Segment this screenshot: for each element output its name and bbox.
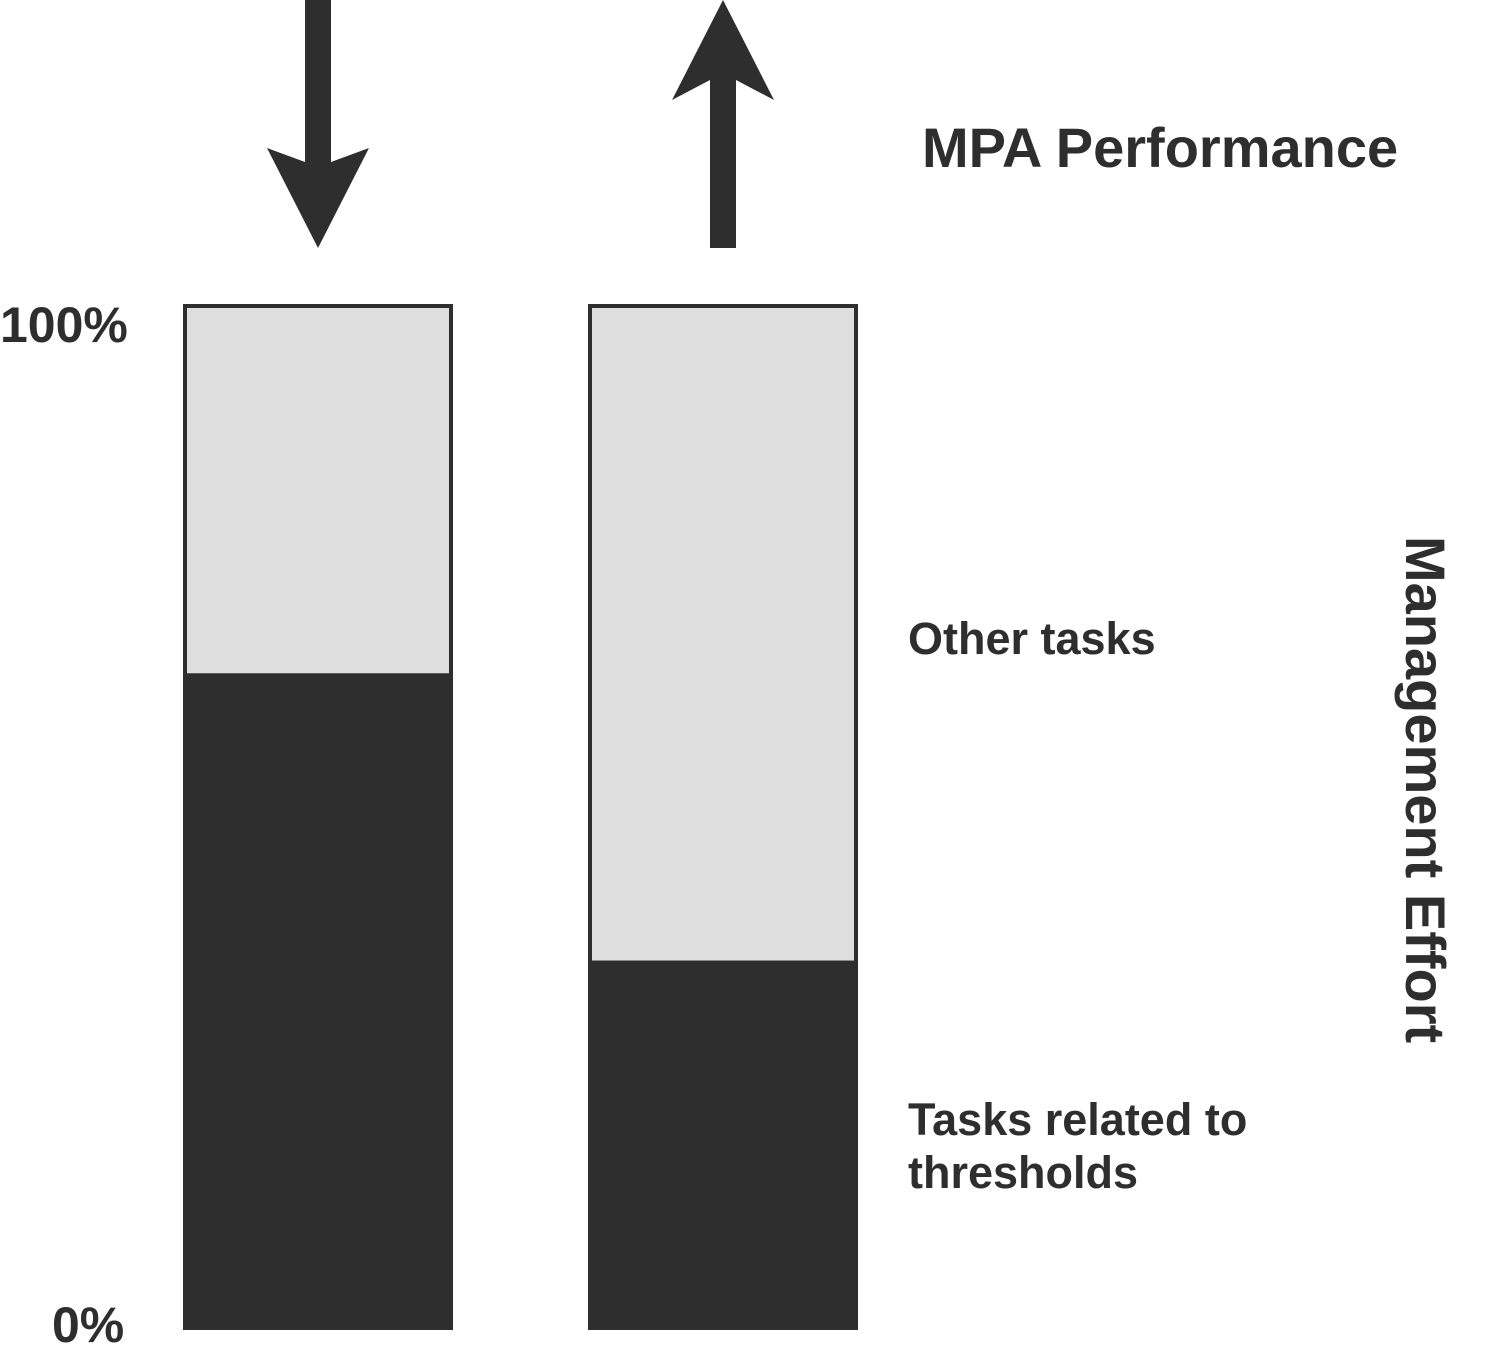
- bar-2-other-tasks: [588, 304, 858, 965]
- bar-1-threshold-tasks: [183, 673, 453, 1330]
- bar-1-other-tasks: [183, 304, 453, 678]
- y-axis-label: Management Effort: [1394, 536, 1457, 1044]
- arrow-down-icon: [267, 0, 369, 248]
- bar-2-threshold-tasks: [588, 960, 858, 1330]
- x-axis-label: MPA Performance: [922, 116, 1399, 179]
- legend-label-threshold-tasks: Tasks related to thresholds: [908, 1094, 1248, 1199]
- y-tick-100: 100%: [0, 297, 128, 353]
- y-tick-0: 0%: [52, 1297, 125, 1353]
- arrow-up-icon: [672, 0, 774, 248]
- legend-label-other-tasks: Other tasks: [908, 613, 1156, 664]
